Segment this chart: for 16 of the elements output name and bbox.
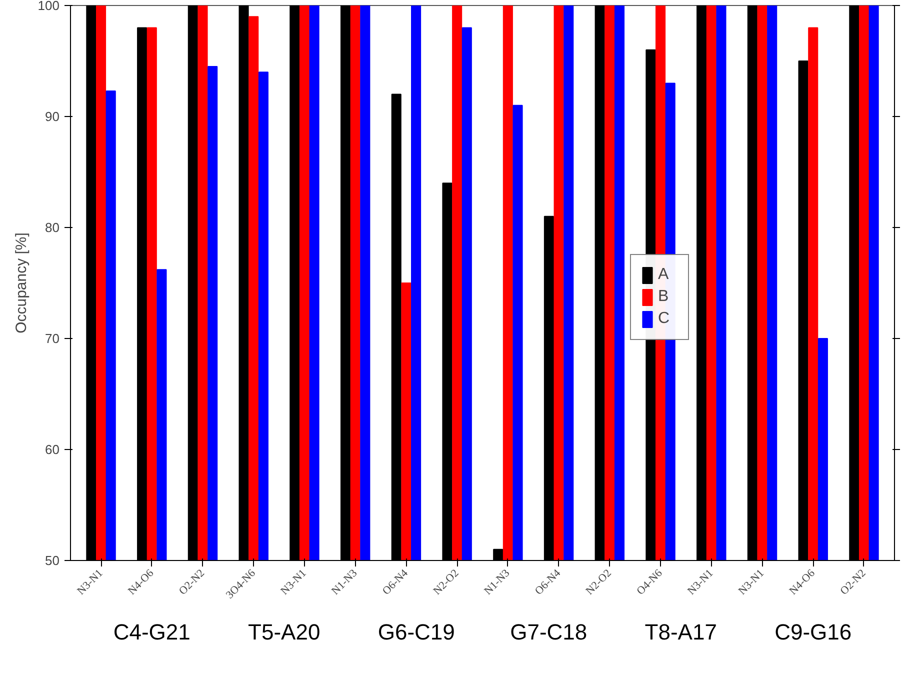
text: T5-A20 bbox=[248, 620, 320, 644]
y-tick-label: 70 bbox=[45, 331, 60, 346]
y-axis-title: Occupancy [%] bbox=[12, 232, 30, 334]
legend-label: B bbox=[658, 288, 670, 306]
text: G6-C19 bbox=[378, 620, 455, 644]
y-tick-label: 80 bbox=[45, 220, 60, 235]
legend-label: A bbox=[658, 266, 670, 284]
y-tick-label: 90 bbox=[45, 109, 60, 124]
text: G7-C18 bbox=[510, 620, 588, 644]
text: T8-A17 bbox=[644, 620, 717, 644]
y-tick-label: 100 bbox=[38, 0, 60, 13]
text: C9-G16 bbox=[774, 620, 852, 644]
legend-label: C bbox=[658, 310, 671, 328]
text: C4-G21 bbox=[113, 620, 190, 644]
y-tick-label: 60 bbox=[45, 442, 60, 457]
y-tick-label: 50 bbox=[45, 553, 60, 568]
